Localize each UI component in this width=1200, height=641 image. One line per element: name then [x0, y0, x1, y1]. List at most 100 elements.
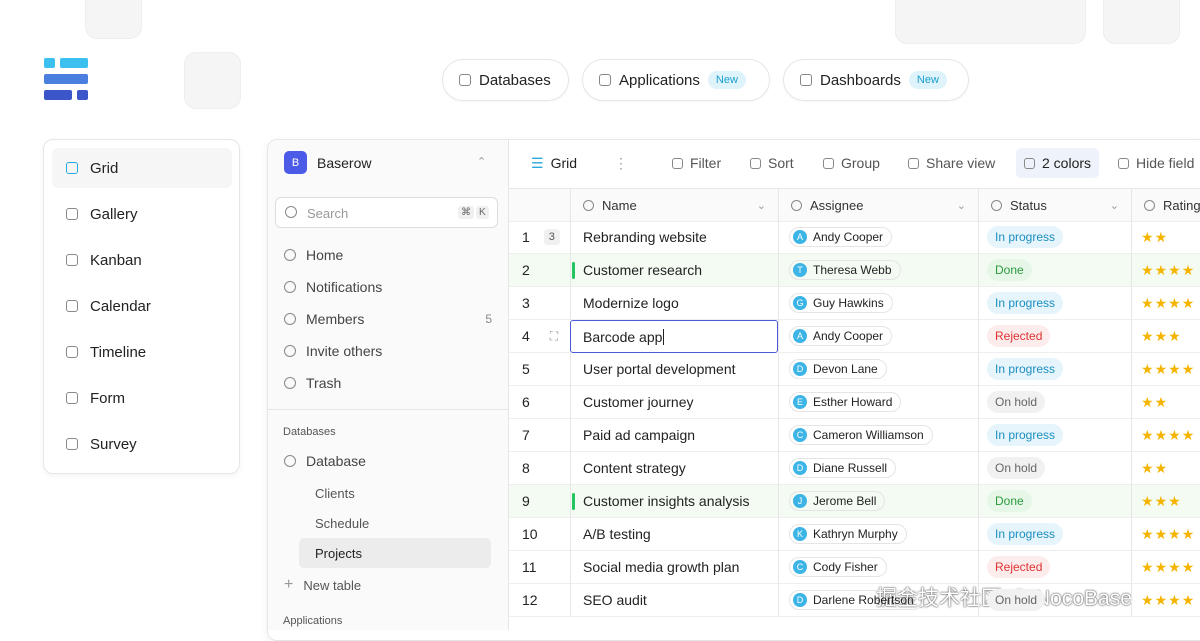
rating-cell[interactable]: ★ ★: [1131, 452, 1200, 485]
view-item[interactable]: Kanban: [52, 240, 232, 280]
column-header[interactable]: Rating: [1131, 189, 1200, 222]
menu-item[interactable]: Notifications: [284, 277, 492, 297]
view-item[interactable]: Grid: [52, 148, 232, 188]
rating-cell[interactable]: ★ ★: [1131, 386, 1200, 419]
table-item[interactable]: Projects: [299, 538, 491, 568]
assignee-cell[interactable]: C Cameron Williamson: [778, 419, 978, 452]
assignee-cell[interactable]: D Devon Lane: [778, 353, 978, 386]
view-switch[interactable]: ☰ Grid ⋮: [531, 154, 629, 172]
avatar: A: [793, 230, 807, 244]
status-cell[interactable]: On hold: [978, 386, 1131, 419]
task-name: User portal development: [583, 361, 736, 377]
view-item[interactable]: Gallery: [52, 194, 232, 234]
view-label: Kanban: [90, 251, 142, 269]
workspace-icon: B: [284, 151, 307, 174]
rating-cell[interactable]: ★ ★ ★ ★: [1131, 254, 1200, 287]
rating-cell[interactable]: ★ ★ ★ ★: [1131, 584, 1200, 617]
rating-cell[interactable]: ★ ★ ★ ★: [1131, 419, 1200, 452]
column-header[interactable]: Name ⌄: [570, 189, 778, 222]
name-cell[interactable]: A/B testing: [570, 518, 778, 551]
toolbar-label: Share view: [926, 155, 996, 171]
assignee-cell[interactable]: D Darlene Robertson: [778, 584, 978, 617]
menu-item[interactable]: Trash: [284, 373, 492, 393]
status-cell[interactable]: Rejected: [978, 551, 1131, 584]
name-cell[interactable]: SEO audit: [570, 584, 778, 617]
rating-cell[interactable]: ★ ★ ★: [1131, 485, 1200, 518]
name-cell[interactable]: Paid ad campaign: [570, 419, 778, 452]
assignee-chip: D Darlene Robertson: [789, 590, 923, 610]
table-item[interactable]: Clients: [299, 478, 491, 508]
star: ★: [1154, 558, 1168, 575]
status-cell[interactable]: In progress: [978, 518, 1131, 551]
name-cell[interactable]: Rebranding website: [570, 221, 778, 254]
menu-icon: [284, 249, 296, 261]
header-cell: [509, 189, 570, 222]
status-cell[interactable]: In progress: [978, 419, 1131, 452]
rating-cell[interactable]: ★ ★ ★ ★: [1131, 518, 1200, 551]
column-menu: ⌄: [756, 199, 766, 212]
table-item[interactable]: Schedule: [299, 508, 491, 538]
menu-item[interactable]: Invite others: [284, 341, 492, 361]
toolbar-item[interactable]: Share view: [908, 152, 995, 174]
key: K: [476, 206, 489, 219]
view-item[interactable]: Survey: [52, 424, 232, 464]
assignee-cell[interactable]: A Andy Cooper: [778, 320, 978, 353]
name-cell[interactable]: User portal development: [570, 353, 778, 386]
star: ★: [1181, 294, 1195, 311]
assignee-cell[interactable]: A Andy Cooper: [778, 221, 978, 254]
workspace-name[interactable]: Baserow: [317, 155, 372, 171]
assignee-name: Devon Lane: [813, 362, 878, 376]
view-item[interactable]: Form: [52, 378, 232, 418]
status-cell[interactable]: Rejected: [978, 320, 1131, 353]
assignee-cell[interactable]: K Kathryn Murphy: [778, 518, 978, 551]
assignee-cell[interactable]: D Diane Russell: [778, 452, 978, 485]
status-cell[interactable]: In progress: [978, 221, 1131, 254]
status-tag: In progress: [987, 424, 1064, 446]
column-header[interactable]: Assignee ⌄: [778, 189, 978, 222]
status-cell[interactable]: On hold: [978, 452, 1131, 485]
status-cell[interactable]: In progress: [978, 353, 1131, 386]
view-item[interactable]: Calendar: [52, 286, 232, 326]
name-cell[interactable]: Customer journey: [570, 386, 778, 419]
database-item[interactable]: Database: [284, 451, 366, 471]
menu-item[interactable]: Home: [284, 245, 492, 265]
task-name: Customer journey: [583, 394, 694, 410]
nav-pill[interactable]: Dashboards New: [783, 59, 969, 101]
toolbar-item[interactable]: Hide field: [1118, 152, 1194, 174]
rating-cell[interactable]: ★ ★: [1131, 221, 1200, 254]
star: ★: [1154, 492, 1168, 509]
rating-cell[interactable]: ★ ★ ★ ★: [1131, 551, 1200, 584]
name-cell[interactable]: Barcode app: [570, 320, 778, 353]
assignee-cell[interactable]: E Esther Howard: [778, 386, 978, 419]
toolbar-item[interactable]: Filter: [672, 152, 721, 174]
name-cell[interactable]: Content strategy: [570, 452, 778, 485]
new-table[interactable]: + New table: [284, 576, 362, 593]
toolbar-item[interactable]: 2 colors: [1016, 148, 1100, 178]
assignee-cell[interactable]: C Cody Fisher: [778, 551, 978, 584]
name-cell[interactable]: Customer insights analysis: [570, 485, 778, 518]
rating-cell[interactable]: ★ ★ ★ ★: [1131, 287, 1200, 320]
rating-cell[interactable]: ★ ★ ★: [1131, 320, 1200, 353]
name-cell[interactable]: Modernize logo: [570, 287, 778, 320]
star: ★: [1168, 591, 1181, 608]
view-item[interactable]: Timeline: [52, 332, 232, 372]
toolbar-item[interactable]: Sort: [750, 152, 794, 174]
status-cell[interactable]: Done: [978, 485, 1131, 518]
assignee-cell[interactable]: G Guy Hawkins: [778, 287, 978, 320]
rating-cell[interactable]: ★ ★ ★ ★: [1131, 353, 1200, 386]
menu-icon: [284, 345, 296, 357]
name-cell[interactable]: Social media growth plan: [570, 551, 778, 584]
status-cell[interactable]: On hold: [978, 584, 1131, 617]
status-cell[interactable]: Done: [978, 254, 1131, 287]
assignee-cell[interactable]: T Theresa Webb: [778, 254, 978, 287]
column-header[interactable]: Status ⌄: [978, 189, 1131, 222]
name-cell[interactable]: Customer research: [570, 254, 778, 287]
nav-pill[interactable]: Databases: [442, 59, 569, 101]
nav-pill[interactable]: Applications New: [582, 59, 770, 101]
status-cell[interactable]: In progress: [978, 287, 1131, 320]
row-id: 9: [522, 493, 530, 509]
assignee-cell[interactable]: J Jerome Bell: [778, 485, 978, 518]
toolbar-item[interactable]: Group: [823, 152, 880, 174]
menu-item[interactable]: Members 5: [284, 309, 492, 329]
row-number: 7: [509, 419, 570, 452]
